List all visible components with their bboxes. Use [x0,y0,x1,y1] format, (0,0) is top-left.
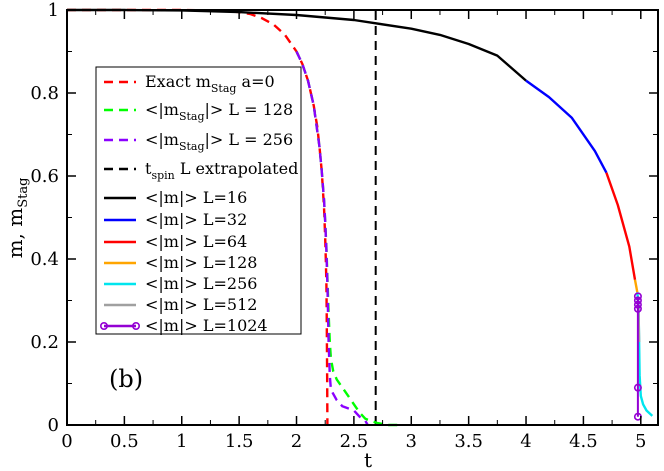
y-tick-label: 0.6 [30,166,59,187]
legend-label-L256: <|m|> L=256 [145,274,257,293]
x-tick-label: 3.5 [454,431,483,452]
x-tick-label: 1 [176,431,187,452]
series-marker-L1024 [633,304,642,313]
series-marker-L1024 [633,383,642,392]
series-line-L128 [633,279,639,293]
legend-label-L512: <|m|> L=512 [145,295,257,314]
legend-label-L32: <|m|> L=32 [145,210,247,229]
x-tick-label: 2.5 [340,431,369,452]
x-tick-label: 0 [61,431,72,452]
series-line-stag128 [295,50,400,427]
x-tick-label: 3 [406,431,417,452]
series-marker-L1024 [633,292,642,301]
y-tick-label: 0 [48,415,59,436]
series-line-L64 [605,172,637,281]
legend-label-stag256: <|mStag|> L = 256 [145,130,293,153]
y-tick-label: 0.2 [30,332,59,353]
x-tick-label: 5 [635,431,646,452]
legend-marker [100,321,109,330]
y-axis-title-main: m, m [3,208,27,259]
y-tick-label: 1 [48,0,59,21]
legend-label-L1024: <|m|> L=1024 [145,316,268,335]
legend-label-vline: tspin L extrapolated [145,159,298,182]
y-tick-label: 0.8 [30,83,59,104]
y-axis-title-sub: Stag [16,178,31,208]
series-line-L32 [525,79,608,174]
x-tick-label: 2 [291,431,302,452]
series-marker-L1024 [633,300,642,309]
x-tick-label: 1.5 [225,431,254,452]
legend-marker [132,321,141,330]
x-tick-label: 0.5 [110,431,139,452]
series-marker-L1024 [633,296,642,305]
legend-label-L128: <|m|> L=128 [145,253,257,272]
legend-label-L64: <|m|> L=64 [145,232,247,251]
data-lines-layer [67,8,654,427]
legend-label-exact: Exact mStag a=0 [145,72,275,95]
x-axis-title: t [364,448,372,471]
legend-label-L16: <|m|> L=16 [145,188,247,207]
y-axis-title: m, mStag [3,178,31,259]
legend-box [95,66,302,335]
x-tick-label: 4.5 [569,431,598,452]
axis-ticks-layer: 0 0.5 1 1.5 2 2.5 3 3.5 4 4.5 5 0 0.2 0.4 0.6 0.8 1 [30,0,658,452]
legend: Exact mStag a=0 <|mStag|> L = 128 <|mStag|… [95,66,302,335]
y-tick-label: 0.4 [30,249,59,270]
x-tick-label: 4 [520,431,531,452]
legend-label-stag128: <|mStag|> L = 128 [145,100,293,123]
panel-label: (b) [109,365,143,393]
